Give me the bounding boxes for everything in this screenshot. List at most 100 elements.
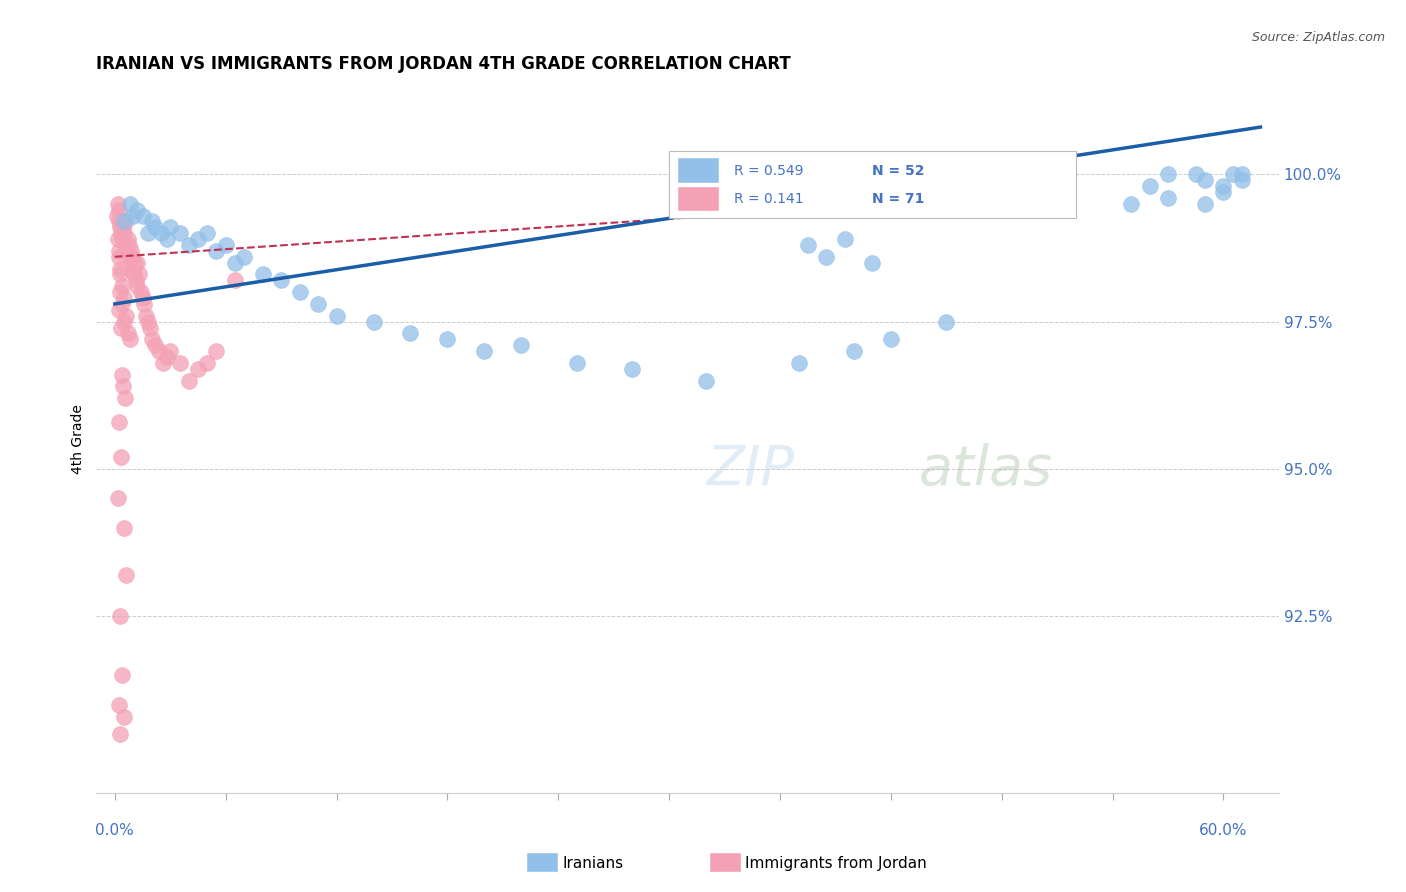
Point [215,238,238,252]
Point [107,250,129,264]
Point [117,232,139,246]
Point [115,309,138,323]
Point [115,568,138,582]
Point [842,344,865,359]
Point [195,356,218,370]
Point [1139,179,1161,194]
Point [150,226,173,240]
Point [125,255,148,269]
Point [115,244,138,258]
Point [110,261,132,276]
Point [122,209,145,223]
Point [114,391,136,405]
Point [107,302,129,317]
Point [110,226,132,240]
Text: R = 0.141: R = 0.141 [734,192,803,206]
Point [510,338,533,352]
Point [1230,167,1253,181]
Point [205,344,228,359]
Point [177,238,200,252]
Point [112,521,135,535]
Point [107,232,129,246]
Point [145,338,167,352]
Text: N = 71: N = 71 [872,192,925,206]
Point [270,273,292,287]
Point [1119,196,1142,211]
Bar [679,158,718,183]
Point [111,297,134,311]
Point [107,698,129,712]
Point [139,320,162,334]
Point [112,220,135,235]
Point [121,250,143,264]
Point [1157,191,1180,205]
Point [141,332,163,346]
Point [787,356,810,370]
Point [124,255,146,269]
Point [169,356,191,370]
Point [474,344,496,359]
Point [148,344,170,359]
Text: N = 52: N = 52 [872,164,925,178]
Point [325,309,347,323]
Point [129,285,152,300]
Point [195,226,218,240]
Point [118,250,141,264]
Point [120,255,142,269]
Point [159,220,181,235]
Point [114,238,136,252]
Point [134,297,156,311]
Point [880,332,903,346]
Point [621,361,644,376]
Point [169,226,191,240]
Point [125,202,148,217]
Point [110,727,132,741]
Point [115,214,138,228]
Point [108,244,131,258]
Point [565,356,588,370]
Point [155,232,177,246]
Point [288,285,311,300]
Point [152,356,174,370]
Point [110,220,132,235]
Text: Immigrants from Jordan: Immigrants from Jordan [745,856,927,871]
Point [860,255,883,269]
Point [125,279,148,293]
Point [1157,167,1180,181]
Point [233,250,256,264]
Point [252,268,274,282]
Text: atlas: atlas [918,442,1053,495]
Point [107,196,129,211]
Point [187,232,209,246]
Point [224,255,246,269]
Point [399,326,422,341]
Point [111,668,134,682]
Text: Iranians: Iranians [562,856,623,871]
Point [111,279,134,293]
Point [935,315,957,329]
Point [1222,167,1244,181]
Text: ZIP: ZIP [706,442,794,495]
Point [108,415,131,429]
Point [1184,167,1206,181]
Point [111,368,134,382]
Point [224,273,246,287]
Y-axis label: 4th Grade: 4th Grade [72,405,86,475]
Point [1194,196,1216,211]
Point [110,609,132,624]
Point [177,374,200,388]
Point [112,214,135,228]
Point [796,238,818,252]
Point [136,315,159,329]
Point [110,268,132,282]
Point [110,320,132,334]
Text: Source: ZipAtlas.com: Source: ZipAtlas.com [1251,31,1385,45]
Point [117,326,139,341]
Point [107,491,129,506]
Point [110,450,132,465]
Point [1212,179,1234,194]
Point [834,232,856,246]
Bar [679,186,718,211]
Text: R = 0.549: R = 0.549 [734,164,803,178]
Point [110,285,132,300]
